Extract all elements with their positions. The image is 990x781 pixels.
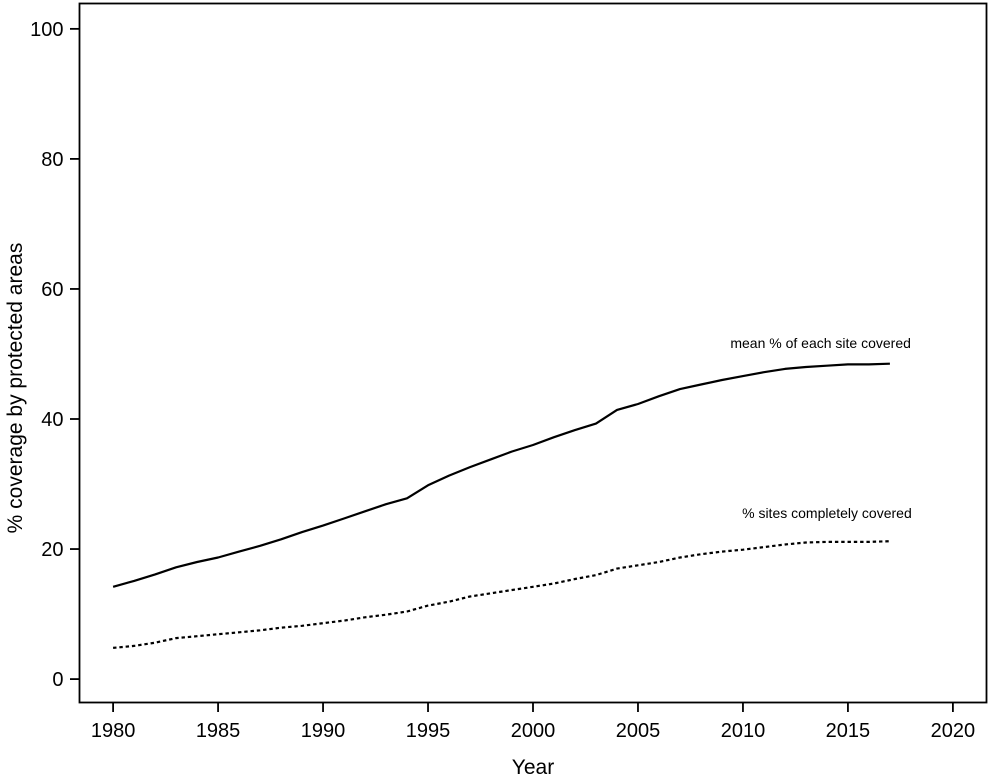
- y-axis-title: % coverage by protected areas: [4, 242, 27, 534]
- y-tick-label: 40: [41, 409, 63, 431]
- x-tick-label: 2000: [511, 720, 556, 742]
- annotation-mean-site-coverage: mean % of each site covered: [730, 334, 911, 351]
- x-tick-label: 2015: [826, 720, 871, 742]
- y-tick-label: 100: [30, 19, 63, 41]
- y-tick-label: 0: [52, 669, 63, 691]
- plot-border: [78, 2, 988, 704]
- x-tick-label: 1985: [196, 720, 241, 742]
- x-tick-label: 2005: [616, 720, 661, 742]
- y-tick-label: 20: [41, 539, 63, 561]
- annotation-sites-completely-covered: % sites completely covered: [742, 505, 912, 522]
- x-axis-title: Year: [511, 756, 555, 779]
- x-tick-label: 1990: [301, 720, 346, 742]
- x-tick-label: 1980: [91, 720, 136, 742]
- y-tick-label: 60: [41, 279, 63, 301]
- series-line-dotted: [112, 540, 890, 649]
- y-tick-label: 80: [41, 149, 63, 171]
- x-tick-label: 1995: [406, 720, 451, 742]
- series-line-solid: [112, 362, 890, 588]
- x-tick-label: 2010: [721, 720, 766, 742]
- x-tick-label: 2020: [931, 720, 976, 742]
